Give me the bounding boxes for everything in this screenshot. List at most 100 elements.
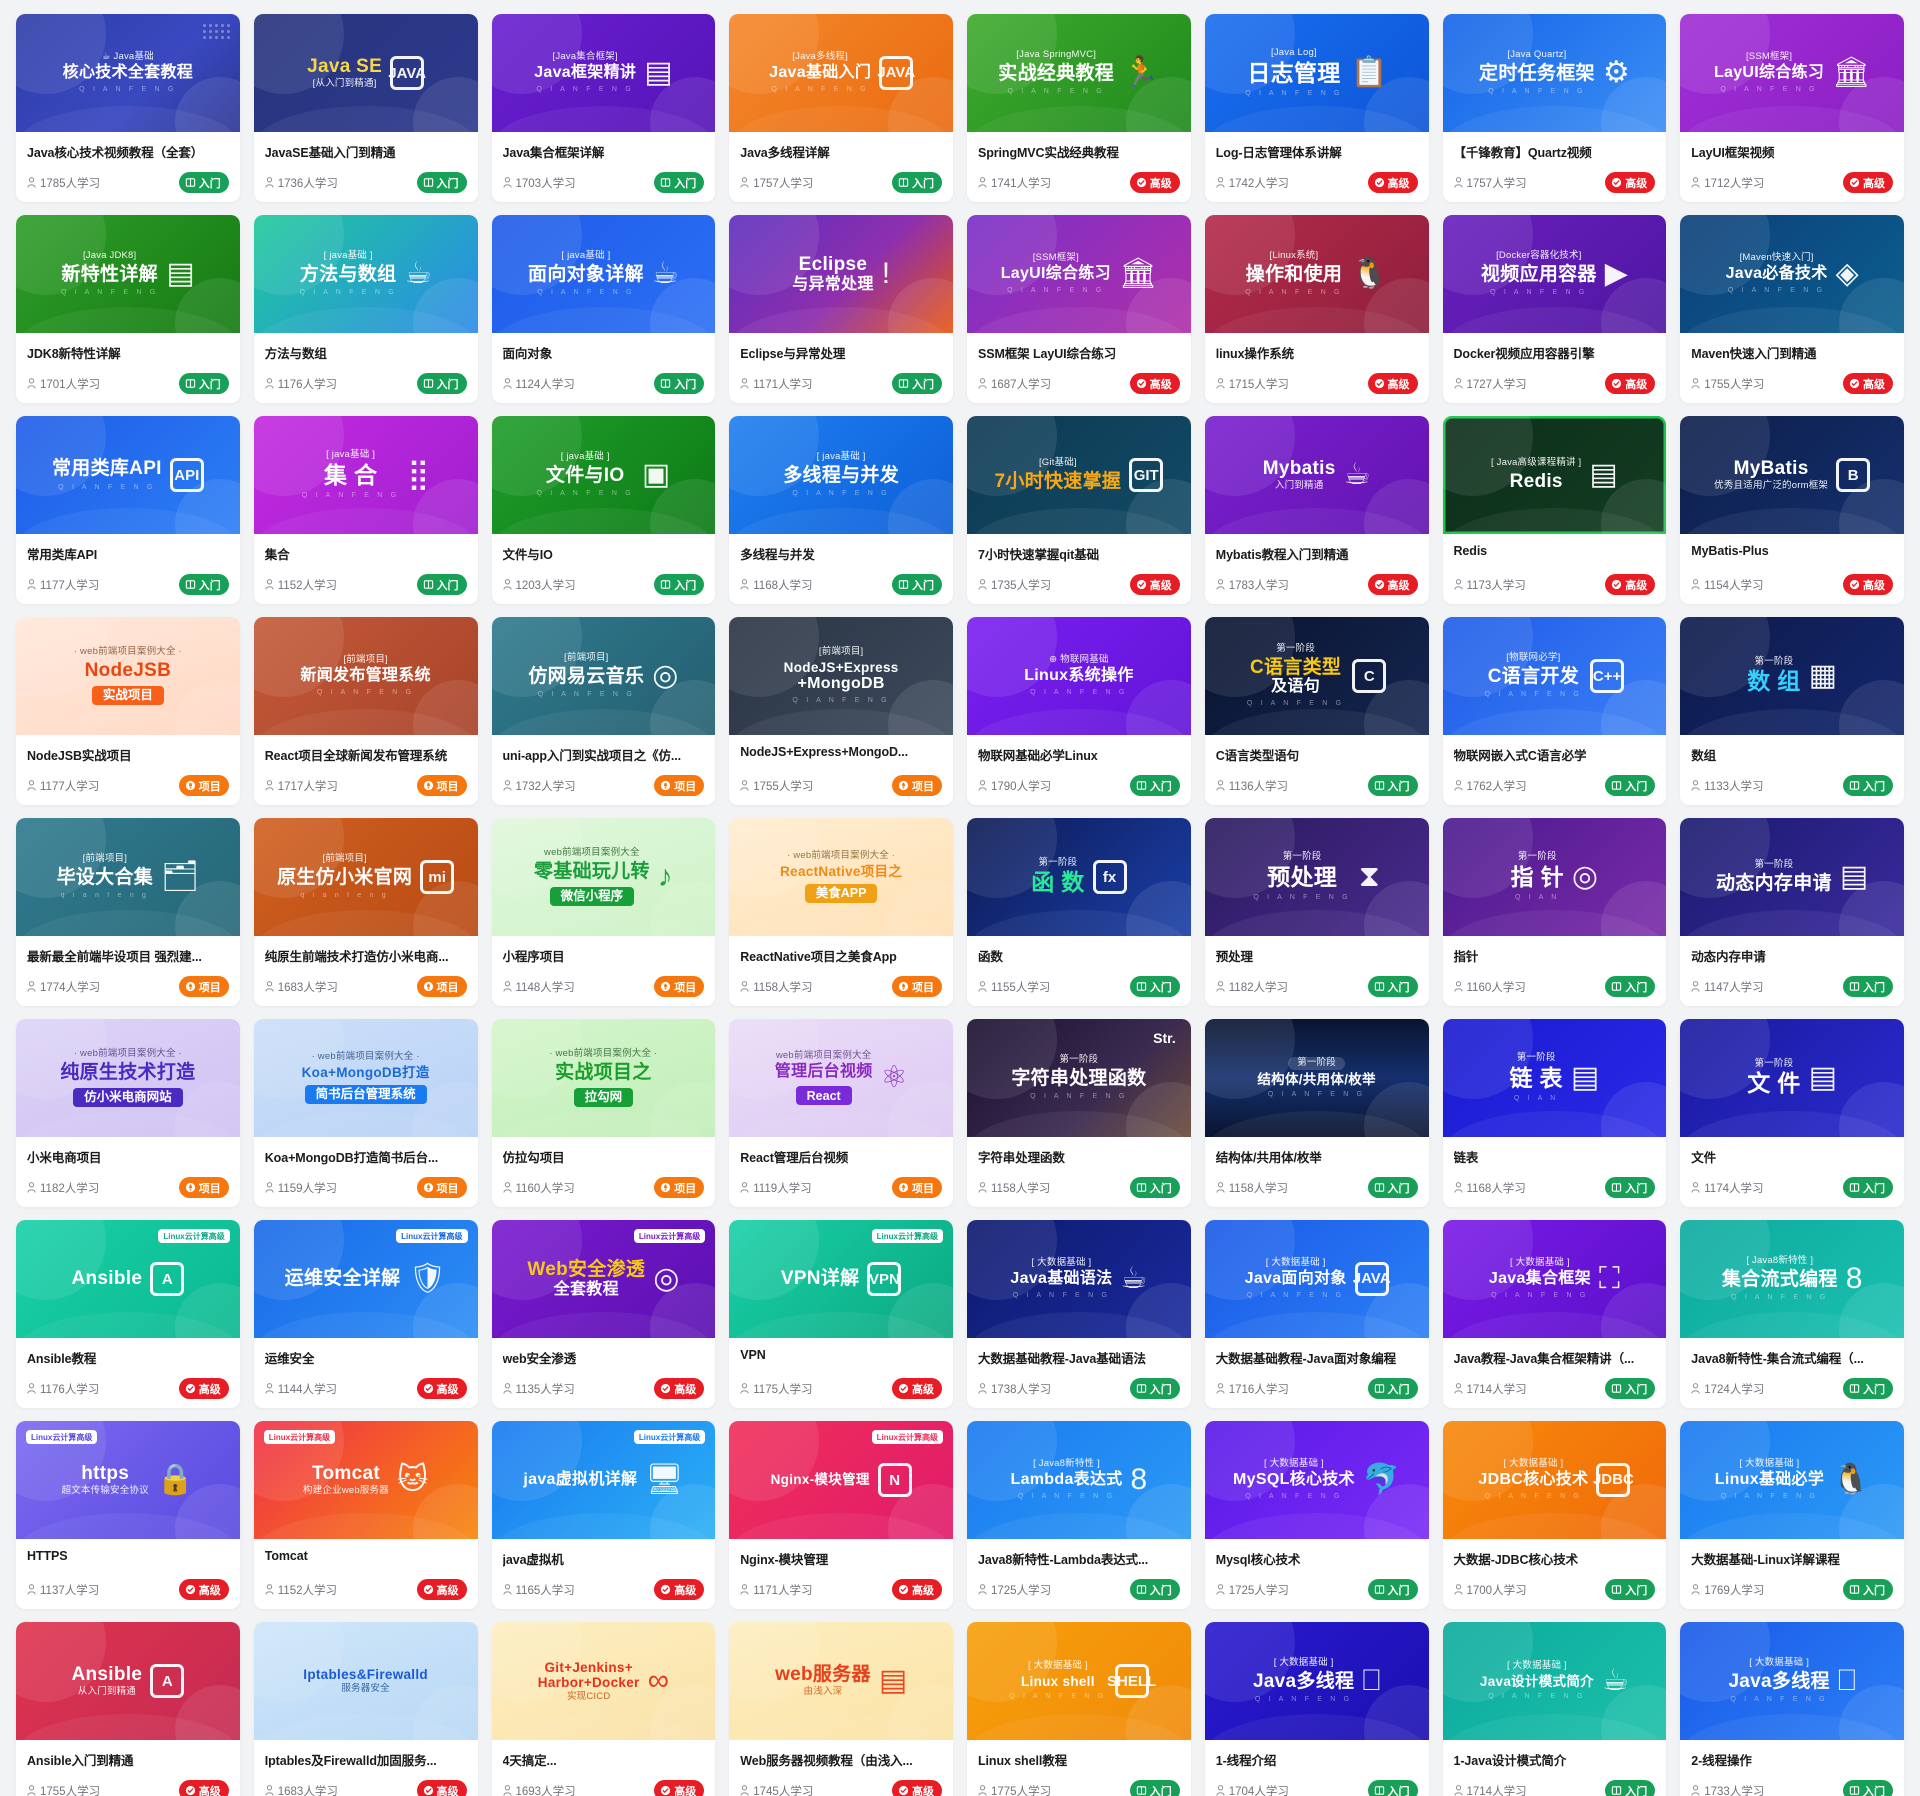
course-title[interactable]: Maven快速入门到精通 (1691, 347, 1817, 361)
course-title[interactable]: Ansible入门到精通 (27, 1754, 134, 1768)
level-badge[interactable]: 入门 (1367, 1780, 1418, 1796)
level-badge[interactable]: 入门 (1843, 1780, 1893, 1796)
course-title[interactable]: java虚拟机 (502, 1553, 564, 1567)
course-card[interactable]: Linux云计算高级 java虚拟机详解 🖥 java虚拟机 1165人学习 高级 (491, 1421, 716, 1609)
level-badge[interactable]: 高级 (1605, 574, 1656, 595)
course-title[interactable]: Java教程-Java集合框架精讲（... (1453, 1352, 1635, 1366)
level-badge[interactable]: 高级 (892, 1378, 942, 1399)
course-card[interactable]: Git+Jenkins+ Harbor+Docker 实现CICD ∞ 4天搞定... 1… (491, 1622, 716, 1796)
course-card[interactable]: [ java基础 ] 面向对象详解 Q I A N F E N G ☕ 面向对象 1124… (491, 215, 716, 403)
course-card[interactable]: [ 大数据基础 ] MySQL核心技术 Q I A N F E N G 🐬 Mysql核… (1204, 1421, 1429, 1609)
level-badge[interactable]: 项目 (416, 976, 467, 997)
level-badge[interactable]: 项目 (416, 775, 467, 796)
level-badge[interactable]: 高级 (178, 1780, 229, 1796)
course-title[interactable]: 4天搞定... (502, 1754, 557, 1768)
course-card[interactable]: [Java多线程] Java基础入门 Q I A N F E N G JAVA Java… (729, 14, 953, 202)
level-badge[interactable]: 项目 (654, 1177, 705, 1198)
level-badge[interactable]: 项目 (892, 1177, 942, 1198)
course-card[interactable]: 第一阶段 预处理 Q I A N F E N G ⧗ 预处理 1182人学习 入门 (1204, 818, 1429, 1006)
course-title[interactable]: NodeJSB实战项目 (27, 749, 132, 763)
course-title[interactable]: 大数据基础教程-Java面对象编程 (1215, 1352, 1397, 1366)
level-badge[interactable]: 入门 (1129, 775, 1180, 796)
course-card[interactable]: [Java Quartz] 定时任务框架 Q I A N F E N G ⚙ 【千锋教育… (1442, 14, 1667, 202)
course-card[interactable]: [ 大数据基础 ] Java集合框架 Q I A N F E N G ⛶ Java教程-… (1442, 1220, 1667, 1408)
course-title[interactable]: 物联网基础必学Linux (978, 749, 1098, 763)
course-title[interactable]: 文件 (1691, 1151, 1717, 1165)
level-badge[interactable]: 入门 (1843, 976, 1893, 997)
course-card[interactable]: Linux云计算高级 Nginx-模块管理 N Nginx-模块管理 1171人学习 高级 (729, 1421, 953, 1609)
level-badge[interactable]: 入门 (1367, 1378, 1418, 1399)
level-badge[interactable]: 高级 (1605, 172, 1656, 193)
course-card[interactable]: Iptables&Firewalld 服务器安全 Iptables及Firewall… (253, 1622, 478, 1796)
level-badge[interactable]: 入门 (1129, 1177, 1180, 1198)
course-card[interactable]: Linux云计算高级 运维安全详解 🛡 运维安全 1144人学习 高级 (253, 1220, 478, 1408)
course-card[interactable]: web前端项目案例大全 管理后台视频 React ⚛ React管理后台视频 1119人学… (729, 1019, 953, 1207)
course-card[interactable]: ⊕ 物联网基础 Linux系统操作 Q I A N F E N G 物联网基础必学Li… (967, 617, 1191, 805)
level-badge[interactable]: 项目 (178, 976, 229, 997)
course-card[interactable]: [Git基础] 7小时快速掌握 GIT 7小时快速掌握qit基础 1735人学习 高级 (967, 416, 1191, 604)
course-card[interactable]: [ 大数据基础 ] Java基础语法 Q I A N F E N G ☕ 大数据基础教程… (967, 1220, 1191, 1408)
level-badge[interactable]: 入门 (1605, 1378, 1656, 1399)
course-card[interactable]: [ Java高级课程精讲 ] Redis ▤ Redis 1173人学习 高级 (1442, 416, 1667, 604)
course-card[interactable]: [Java SpringMVC] 实战经典教程 Q I A N F E N G 🏃 Sp… (967, 14, 1191, 202)
level-badge[interactable]: 入门 (1367, 1579, 1418, 1600)
course-card[interactable]: [物联网必学] C语言开发 Q I A N F E N G C++ 物联网嵌入式C语言必… (1442, 617, 1667, 805)
level-badge[interactable]: 高级 (1605, 373, 1656, 394)
course-title[interactable]: C语言类型语句 (1215, 749, 1300, 763)
course-title[interactable]: 小米电商项目 (27, 1151, 102, 1165)
course-title[interactable]: 数组 (1691, 749, 1717, 763)
course-card[interactable]: web前端项目案例大全 零基础玩儿转 微信小程序 ♪ 小程序项目 1148人学习 项目 (491, 818, 716, 1006)
course-card[interactable]: [前端项目] 毕设大合集 q i a n f e n g 🗂 最新最全前端毕设项目 强烈… (16, 818, 240, 1006)
course-card[interactable]: [SSM框架] LayUI综合练习 Q I A N F E N G 🏛 SSM框架 La… (967, 215, 1191, 403)
level-badge[interactable]: 入门 (892, 172, 942, 193)
level-badge[interactable]: 入门 (178, 373, 229, 394)
level-badge[interactable]: 入门 (654, 574, 705, 595)
course-card[interactable]: Eclipse 与异常处理! Eclipse与异常处理 1171人学习 入门 (729, 215, 953, 403)
level-badge[interactable]: 入门 (1367, 976, 1418, 997)
level-badge[interactable]: 入门 (1843, 1378, 1893, 1399)
course-card[interactable]: · web前端项目案例大全 · ReactNative项目之 美食APP ReactN… (729, 818, 953, 1006)
course-title[interactable]: JavaSE基础入门到精通 (264, 146, 396, 160)
level-badge[interactable]: 入门 (1605, 775, 1656, 796)
course-card[interactable]: [ 大数据基础 ] Java设计模式简介 Q I A N F E N G ☕ 1-Jav… (1442, 1622, 1667, 1796)
level-badge[interactable]: 入门 (892, 373, 942, 394)
course-title[interactable]: 多线程与并发 (740, 548, 815, 562)
course-title[interactable]: 纯原生前端技术打造仿小米电商... (264, 950, 449, 964)
course-title[interactable]: uni-app入门到实战项目之《仿... (502, 749, 682, 763)
level-badge[interactable]: 项目 (178, 1177, 229, 1198)
course-card[interactable]: [ java基础 ] 多线程与并发 Q I A N F E N G 多线程与并发 116… (729, 416, 953, 604)
course-card[interactable]: MyBatis 优秀且适用广泛的orm框架 B MyBatis-Plus 1154人学习… (1680, 416, 1904, 604)
course-title[interactable]: JDK8新特性详解 (27, 347, 121, 361)
course-card[interactable]: 第一阶段文 件 ▤ 文件 1174人学习 入门 (1680, 1019, 1904, 1207)
level-badge[interactable]: 入门 (1843, 1177, 1893, 1198)
course-card[interactable]: [ 大数据基础 ] Java多线程 Q I A N F E N G ⎕ 2-线程操作 17… (1680, 1622, 1904, 1796)
level-badge[interactable]: 高级 (1367, 574, 1418, 595)
level-badge[interactable]: 项目 (178, 775, 229, 796)
course-title[interactable]: 面向对象 (502, 347, 553, 361)
level-badge[interactable]: 入门 (1843, 1579, 1893, 1600)
course-card[interactable]: [Java集合框架] Java框架精讲 Q I A N F E N G ▤ Java集合… (491, 14, 716, 202)
course-title[interactable]: 动态内存申请 (1691, 950, 1766, 964)
level-badge[interactable]: 入门 (1605, 976, 1656, 997)
course-card[interactable]: Ansible 从入门到精通 A Ansible入门到精通 1755人学习 高级 (16, 1622, 240, 1796)
level-badge[interactable]: 项目 (654, 775, 705, 796)
level-badge[interactable]: 入门 (1367, 775, 1418, 796)
course-title[interactable]: Nginx-模块管理 (740, 1553, 829, 1567)
course-title[interactable]: linux操作系统 (1215, 347, 1295, 361)
level-badge[interactable]: 入门 (1605, 1177, 1656, 1198)
course-card[interactable]: [ 大数据基础 ] Java面向对象 Q I A N F E N G JAVA 大数据基… (1204, 1220, 1429, 1408)
course-title[interactable]: Log-日志管理体系讲解 (1215, 146, 1342, 160)
course-title[interactable]: 指针 (1453, 950, 1479, 964)
level-badge[interactable]: 入门 (178, 574, 229, 595)
level-badge[interactable]: 高级 (178, 1378, 229, 1399)
level-badge[interactable]: 入门 (654, 172, 705, 193)
level-badge[interactable]: 高级 (654, 1579, 705, 1600)
course-card[interactable]: 第一阶段函 数 fx 函数 1155人学习 入门 (967, 818, 1191, 1006)
course-card[interactable]: 第一阶段链 表 Q I A N ▤ 链表 1168人学习 入门 (1442, 1019, 1667, 1207)
course-card[interactable]: Linux云计算高级 VPN详解 VPN VPN 1175人学习 高级 (729, 1220, 953, 1408)
course-card[interactable]: 第一阶段 C语言类型 及语句 Q I A N F E N G C C语言类型语句 1136人… (1204, 617, 1429, 805)
level-badge[interactable]: 高级 (1129, 574, 1180, 595)
course-title[interactable]: 常用类库API (27, 548, 98, 562)
course-card[interactable]: · web前端项目案例大全 · NodeJSB 实战项目 NodeJSB实战项目 117… (16, 617, 240, 805)
course-card[interactable]: ☕ Java基础 核心技术全套教程 Q I A N F E N G Java核心技术视… (16, 14, 240, 202)
